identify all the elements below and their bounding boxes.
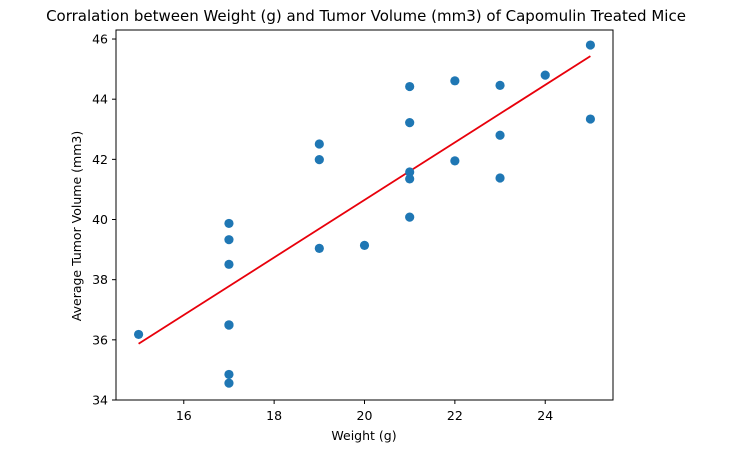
data-point: [359, 240, 370, 250]
x-tick-label: 22: [447, 408, 463, 423]
data-point: [224, 320, 234, 330]
data-point: [314, 139, 324, 149]
y-tick-label: 46: [92, 32, 108, 47]
y-tick-label: 40: [92, 212, 108, 227]
data-point: [405, 81, 415, 92]
y-tick-label: 44: [92, 92, 108, 107]
data-points: [133, 40, 596, 388]
data-point: [133, 329, 144, 340]
data-point: [314, 155, 324, 165]
plot-frame: [115, 29, 614, 401]
y-tick-label: 34: [92, 393, 108, 408]
chart-title: Corralation between Weight (g) and Tumor…: [46, 7, 686, 25]
data-point: [224, 259, 234, 269]
data-point: [495, 173, 505, 183]
data-point: [405, 118, 415, 128]
data-point: [450, 76, 460, 86]
data-point: [405, 167, 415, 177]
data-point: [405, 212, 415, 222]
data-point: [450, 156, 460, 166]
y-axis-title: Average Tumor Volume (mm3): [69, 131, 84, 321]
x-tick-label: 24: [537, 408, 553, 423]
x-axis-ticks: 16 18 20 22 24: [176, 400, 553, 423]
data-point: [585, 40, 596, 50]
x-tick-label: 20: [357, 408, 373, 423]
y-tick-label: 42: [92, 152, 108, 167]
data-point: [495, 80, 505, 90]
x-tick-label: 16: [176, 408, 192, 423]
x-axis-title: Weight (g): [331, 428, 396, 443]
data-point: [495, 130, 505, 140]
data-point: [405, 174, 415, 184]
data-point: [224, 235, 234, 245]
data-point: [224, 378, 234, 388]
data-point: [224, 369, 234, 380]
data-point: [585, 114, 596, 124]
data-point: [314, 243, 324, 253]
y-axis-ticks: 34 36 38 40 42 44 46: [92, 32, 116, 408]
y-tick-label: 38: [92, 272, 108, 287]
y-tick-label: 36: [92, 332, 108, 347]
x-tick-label: 18: [266, 408, 282, 423]
data-point: [540, 70, 550, 80]
regression-line: [138, 55, 591, 345]
data-point: [224, 218, 234, 229]
